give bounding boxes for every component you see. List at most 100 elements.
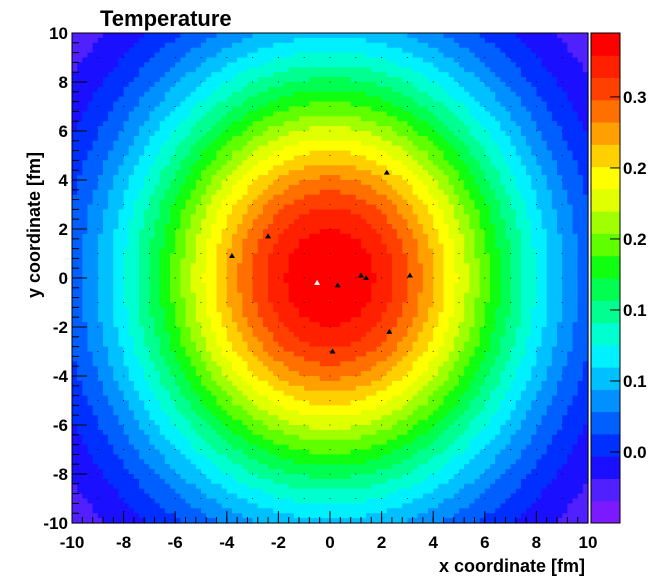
heatmap-cell [402,77,408,83]
heatmap-cell [324,209,331,215]
heatmap-cell [221,135,228,142]
heatmap-cell [319,243,326,250]
heatmap-cell [226,135,233,142]
heatmap-cell [479,57,486,63]
heatmap-cell [82,175,89,181]
heatmap-cell [350,180,357,186]
heatmap-cell [536,155,543,161]
heatmap-cell [113,189,120,196]
heatmap-cell [273,238,279,245]
heatmap-cell [345,184,352,191]
heatmap-cell [582,268,589,274]
heatmap-cell [216,116,223,122]
heatmap-cell [459,155,465,161]
heatmap-cell [170,229,176,235]
heatmap-cell [82,47,89,54]
heatmap-cell [355,82,362,88]
heatmap-cell [159,170,166,176]
heatmap-cell [102,233,109,240]
heatmap-cell [319,111,326,117]
heatmap-cell [397,111,403,117]
heatmap-cell [201,131,207,137]
heatmap-cell [319,273,326,279]
heatmap-cell [309,111,316,117]
heatmap-cell [562,131,568,137]
heatmap-cell [402,155,408,161]
heatmap-cell [201,140,207,147]
heatmap-cell [371,194,378,201]
heatmap-cell [72,106,78,112]
heatmap-cell [567,243,574,250]
heatmap-cell [133,135,140,142]
heatmap-cell [500,233,507,240]
heatmap-cell [113,160,120,166]
heatmap-cell [201,189,207,196]
heatmap-cell [97,219,104,225]
heatmap-cell [572,180,579,186]
heatmap-cell [567,33,574,39]
heatmap-cell [314,145,321,152]
heatmap-cell [433,42,439,49]
heatmap-cell [330,52,336,59]
heatmap-cell [438,47,445,54]
heatmap-cell [190,175,197,181]
heatmap-cell [324,106,331,112]
heatmap-cell [170,263,176,269]
heatmap-cell [262,263,269,269]
heatmap-cell [505,131,512,137]
heatmap-cell [376,214,383,220]
heatmap-cell [195,77,202,83]
heatmap-cell [262,131,269,137]
heatmap-cell [278,150,285,157]
heatmap-cell [391,140,398,147]
heatmap-cell [484,121,491,127]
heatmap-cell [123,238,130,245]
heatmap-cell [242,47,249,54]
heatmap-cell [216,155,223,161]
heatmap-cell [268,131,274,137]
heatmap-cell [402,72,408,78]
heatmap-cell [149,180,156,186]
heatmap-cell [123,37,130,44]
heatmap-cell [371,184,378,191]
heatmap-cell [469,243,476,250]
heatmap-cell [433,243,439,250]
heatmap-cell [526,106,532,112]
heatmap-cell [546,273,553,279]
heatmap-cell [551,47,558,54]
heatmap-cell [221,219,228,225]
heatmap-cell [448,263,455,269]
heatmap-cell [82,42,89,49]
heatmap-cell [293,111,300,117]
heatmap-cell [402,204,408,210]
heatmap-cell [278,184,285,191]
heatmap-cell [144,258,150,264]
heatmap-cell [469,268,476,274]
heatmap-cell [541,199,548,206]
heatmap-cell [500,140,507,147]
heatmap-cell [381,106,388,112]
heatmap-cell [474,175,481,181]
heatmap-cell [123,33,130,39]
heatmap-cell [443,62,450,68]
heatmap-cell [118,145,125,152]
heatmap-cell [113,111,120,117]
heatmap-cell [386,121,393,127]
heatmap-cell [324,224,331,230]
heatmap-cell [577,131,584,137]
heatmap-cell [582,243,589,250]
heatmap-cell [464,258,470,264]
heatmap-cell [247,62,254,68]
heatmap-cell [221,175,228,181]
heatmap-cell [484,263,491,269]
heatmap-cell [113,229,120,235]
heatmap-cell [515,150,522,157]
heatmap-cell [515,86,522,93]
heatmap-cell [428,189,434,196]
heatmap-cell [371,37,378,44]
heatmap-cell [557,33,563,39]
heatmap-cell [510,175,517,181]
heatmap-cell [366,229,372,235]
heatmap-cell [159,199,166,206]
heatmap-cell [102,273,109,279]
